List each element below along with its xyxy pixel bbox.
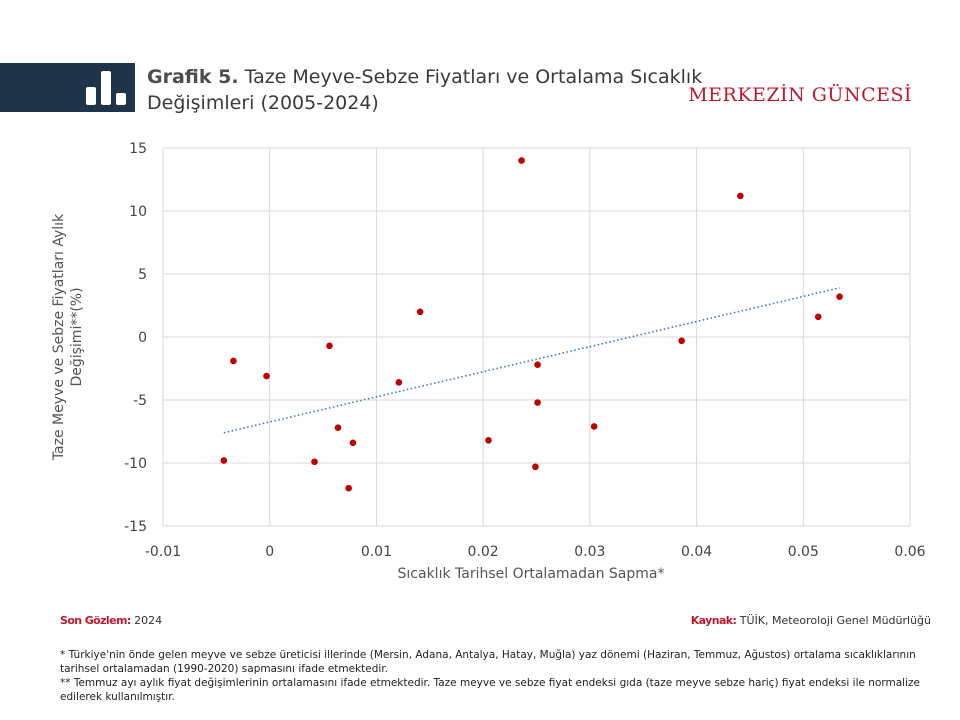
y-tick-label: 10: [129, 204, 147, 220]
trendline: [223, 287, 840, 434]
source-value: TÜİK, Meteoroloji Genel Müdürlüğü: [739, 614, 931, 627]
x-tick-label: 0.06: [894, 544, 925, 560]
data-points: [220, 157, 843, 492]
y-tick-label: 0: [138, 330, 147, 346]
data-point: [395, 379, 403, 386]
y-tick-label: -5: [133, 393, 147, 409]
data-point: [416, 308, 424, 316]
data-point: [349, 439, 357, 447]
chart-title-text: Taze Meyve-Sebze Fiyatları ve Ortalama S…: [147, 66, 703, 114]
data-point: [532, 463, 539, 471]
data-point: [534, 399, 541, 406]
data-point: [485, 437, 492, 444]
x-tick-label: 0.03: [574, 544, 605, 560]
x-axis-title: Sıcaklık Tarihsel Ortalamadan Sapma*: [398, 566, 665, 582]
data-point: [814, 313, 822, 321]
data-point: [263, 372, 270, 380]
y-axis-title: Taze Meyve ve Sebze Fiyatları Aylık Deği…: [51, 213, 85, 461]
source: Kaynak: TÜİK, Meteoroloji Genel Müdürlüğ…: [691, 614, 931, 627]
data-point: [326, 342, 333, 350]
last-observation: Son Gözlem: 2024: [60, 614, 162, 627]
y-tick-label: -15: [124, 519, 147, 535]
data-point: [334, 424, 342, 432]
footnotes: * Türkiye'nin önde gelen meyve ve sebze …: [60, 648, 920, 704]
y-axis-title-line-2: Değişimi**(%): [69, 287, 85, 386]
bar-chart-icon: [86, 71, 126, 105]
trendline-layer: [223, 287, 840, 434]
data-point: [678, 337, 685, 345]
data-point: [230, 357, 237, 365]
tick-labels: 15 10 5 0 -5 -10 -15 -0.01 0 0.01 0.02 0.03 0.04 0.05…: [124, 141, 926, 560]
data-point: [590, 423, 598, 430]
y-tick-label: 15: [129, 141, 147, 157]
last-observation-label: Son Gözlem:: [60, 614, 131, 627]
brand-logo: MERKEZİN GÜNCESİ: [688, 84, 912, 106]
chart-title: Grafik 5. Taze Meyve-Sebze Fiyatları ve …: [147, 64, 707, 116]
data-point: [534, 361, 541, 369]
grid: [162, 147, 911, 527]
x-tick-label: 0.04: [681, 544, 712, 560]
footnote-2: ** Temmuz ayı aylık fiyat değişimlerinin…: [60, 677, 920, 703]
scatter-chart: 15 10 5 0 -5 -10 -15 -0.01 0 0.01 0.02 0.03 0.04 0.05…: [51, 141, 926, 582]
data-point: [311, 458, 318, 466]
x-tick-label: 0.05: [788, 544, 819, 560]
y-axis-title-line-1: Taze Meyve ve Sebze Fiyatları Aylık: [51, 213, 67, 461]
data-point: [345, 484, 352, 492]
source-label: Kaynak:: [690, 614, 737, 627]
footnote-1: * Türkiye'nin önde gelen meyve ve sebze …: [60, 649, 916, 675]
data-point: [220, 457, 228, 464]
x-tick-label: 0.02: [468, 544, 499, 560]
x-tick-label: -0.01: [145, 544, 181, 560]
last-observation-value: 2024: [134, 614, 163, 627]
data-point: [518, 157, 525, 164]
y-tick-label: 5: [138, 267, 147, 283]
x-tick-label: 0.01: [361, 544, 392, 560]
y-tick-label: -10: [124, 456, 147, 472]
data-point: [836, 293, 843, 300]
chart-number: Grafik 5.: [147, 66, 239, 88]
data-point: [737, 192, 744, 200]
header-band: [0, 63, 135, 112]
x-tick-label: 0: [265, 544, 274, 560]
